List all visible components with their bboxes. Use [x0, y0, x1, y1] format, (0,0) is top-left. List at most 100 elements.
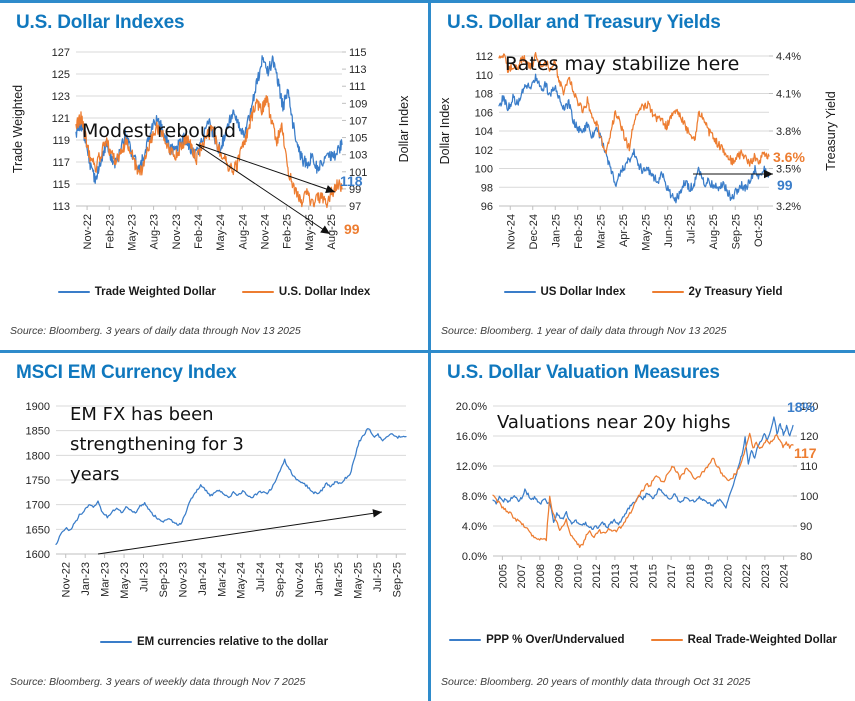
legend-item[interactable]: US Dollar Index: [503, 286, 626, 298]
legend-swatch-blue: [57, 290, 90, 294]
x-axis-tick: Apr-25: [618, 214, 630, 247]
x-axis-tick: Sep-23: [158, 562, 170, 597]
y-axis-tick-right: 101: [349, 167, 367, 179]
x-axis-tick: Nov-22: [82, 214, 94, 249]
legend-label: 2y Treasury Yield: [688, 286, 783, 298]
y-axis-tick-left: 121: [52, 113, 70, 125]
data-end-label: 117: [794, 445, 817, 461]
x-axis-tick: 2015: [647, 564, 659, 588]
y-axis-tick-left: 127: [52, 47, 70, 59]
chart-svg: 127 125 123 121 119 117 115 113 115 113 111 109 107 1…: [11, 47, 411, 251]
x-axis-tick: Jul-24: [255, 562, 267, 592]
x-axis-tick: Sep-24: [275, 562, 287, 597]
y-axis-tick-right: 4.4%: [776, 51, 801, 63]
y-axis-tick-left: 1750: [26, 475, 50, 487]
x-axis-tick: Jan-24: [197, 562, 209, 596]
legend-item[interactable]: EM currencies relative to the dollar: [99, 636, 329, 648]
legend-swatch-blue: [449, 638, 482, 642]
x-axis-tick: Feb-25: [282, 214, 294, 249]
x-axis-tick: 2008: [535, 564, 547, 588]
series-line: [492, 416, 794, 531]
y-axis-title-right: Dollar Index: [397, 95, 411, 162]
panel-us-dollar-and-treasury-yields: U.S. Dollar and Treasury Yields 112 110 10…: [428, 0, 855, 350]
legend-item[interactable]: U.S. Dollar Index: [241, 286, 371, 298]
chart-legend: Trade Weighted Dollar U.S. Dollar Index: [0, 286, 428, 298]
y-axis-tick-right: 4.1%: [776, 89, 801, 101]
y-axis-tick-right: 90: [800, 521, 812, 533]
y-axis-tick-left: 4.0%: [462, 521, 487, 533]
annotation-arrow: [372, 509, 382, 518]
series-line: [75, 94, 343, 209]
series-line: [498, 51, 770, 167]
y-axis-tick-left: 1650: [26, 524, 50, 536]
x-axis-tick: May-25: [304, 214, 316, 251]
y-axis-tick-left: 125: [52, 69, 70, 81]
chart-annotation: Valuations near 20y highs: [497, 412, 731, 433]
source-note: Source: Bloomberg. 20 years of monthly d…: [441, 676, 751, 688]
chart-annotation: Rates may stabilize here: [505, 53, 739, 75]
chart-msci-em-currency-index: 1900 1850 1800 1750 1700 1650 1600 Nov-22 Jan-23…: [0, 384, 428, 634]
y-axis-tick-left: 112: [475, 51, 493, 63]
y-axis-tick-right: 105: [349, 133, 367, 145]
y-axis-tick-right: 113: [349, 64, 367, 76]
x-axis-tick: 2014: [629, 564, 641, 588]
legend-item[interactable]: PPP % Over/Undervalued: [449, 634, 625, 646]
annotation-arrow: [764, 169, 773, 179]
y-axis-tick-right: 99: [349, 184, 361, 196]
y-axis-tick-left: 0.0%: [462, 551, 487, 563]
x-axis-tick: 2022: [741, 564, 753, 588]
legend-label: EM currencies relative to the dollar: [136, 636, 329, 648]
chart-annotation: strengthening for 3: [70, 434, 244, 455]
y-axis-tick-right: 115: [349, 47, 367, 59]
x-axis-tick: Jan-25: [550, 214, 562, 248]
source-note: Source: Bloomberg. 3 years of daily data…: [10, 325, 301, 337]
x-axis-tick: Jan-23: [80, 562, 92, 596]
legend-swatch-orange: [241, 290, 274, 294]
y-axis-title-right: Treasury Yield: [824, 91, 838, 170]
chart-legend: PPP % Over/Undervalued Real Trade-Weight…: [431, 634, 855, 646]
annotation-arrow: [325, 185, 335, 194]
chart-us-dollar-indexes: 127 125 123 121 119 117 115 113 115 113 111 109 107 1…: [0, 34, 428, 284]
chart-legend: US Dollar Index 2y Treasury Yield: [431, 286, 855, 298]
y-axis-title-left: Trade Weighted: [11, 85, 25, 173]
x-axis-tick: Nov-23: [177, 562, 189, 597]
x-axis-tick: May-25: [640, 214, 652, 251]
source-note: Source: Bloomberg. 3 years of weekly dat…: [10, 676, 306, 688]
y-axis-tick-left: 119: [52, 135, 70, 147]
y-axis-tick-left: 104: [475, 126, 493, 138]
y-axis-tick-right: 120: [800, 431, 818, 443]
panel-us-dollar-indexes: U.S. Dollar Indexes 127 125 123 121 119 117 11…: [0, 0, 428, 350]
data-end-label: 99: [344, 221, 360, 237]
x-axis-tick: 2024: [779, 564, 791, 588]
legend-item[interactable]: Real Trade-Weighted Dollar: [650, 634, 837, 646]
y-axis-tick-right: 80: [800, 551, 812, 563]
x-axis-tick: Nov-24: [505, 214, 517, 249]
x-axis-tick: Jun-25: [663, 214, 675, 248]
x-axis-tick: Nov-24: [294, 562, 306, 597]
legend-item[interactable]: 2y Treasury Yield: [651, 286, 783, 298]
panel-title: U.S. Dollar and Treasury Yields: [447, 12, 721, 33]
y-axis-tick-left: 110: [475, 70, 493, 82]
x-axis-tick: 2019: [704, 564, 716, 588]
y-axis-tick-right: 111: [349, 81, 366, 93]
y-axis-tick-right: 97: [349, 201, 361, 213]
x-axis-tick: 2017: [666, 564, 678, 588]
y-axis-tick-right: 109: [349, 98, 367, 110]
x-axis-tick: 2018: [685, 564, 697, 588]
legend-label: U.S. Dollar Index: [278, 286, 371, 298]
chart-us-dollar-valuation-measures: 20.0% 16.0% 12.0% 8.0% 4.0% 0.0% 130 120 110 100 9…: [431, 384, 855, 634]
x-axis-tick: May-24: [215, 214, 227, 251]
data-end-label: 99: [777, 177, 793, 193]
panel-title: U.S. Dollar Valuation Measures: [447, 362, 720, 383]
x-axis-tick: Aug-24: [237, 214, 249, 249]
y-axis-tick-left: 8.0%: [462, 491, 487, 503]
y-axis-tick-left: 1700: [26, 500, 50, 512]
y-axis-tick-left: 96: [481, 201, 493, 213]
x-axis-tick: Nov-23: [171, 214, 183, 249]
y-axis-tick-left: 98: [481, 182, 493, 194]
annotation-arrow: [320, 225, 330, 234]
legend-item[interactable]: Trade Weighted Dollar: [57, 286, 216, 298]
x-axis-tick: 2023: [760, 564, 772, 588]
y-axis-tick-right: 110: [800, 461, 818, 473]
